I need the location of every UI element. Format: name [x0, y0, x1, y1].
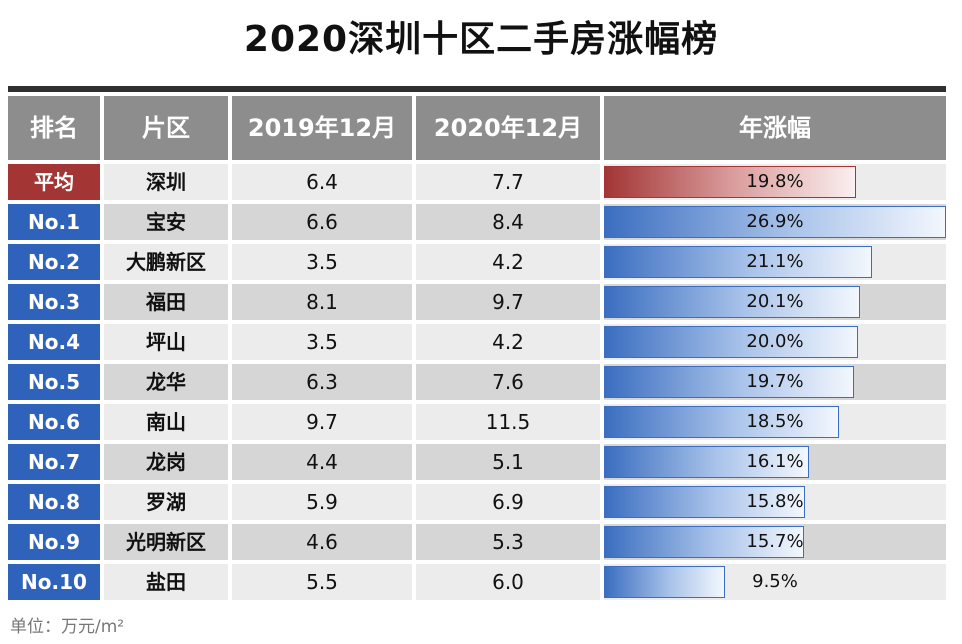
- growth-cell: 20.1%: [604, 284, 946, 320]
- price-2019: 3.5: [232, 244, 412, 280]
- growth-cell: 15.8%: [604, 484, 946, 520]
- growth-label: 26.9%: [746, 211, 804, 232]
- district-name: 宝安: [104, 204, 228, 240]
- price-2019: 6.3: [232, 364, 412, 400]
- header-2020: 2020年12月: [416, 96, 600, 160]
- growth-cell: 16.1%: [604, 444, 946, 480]
- price-2019: 3.5: [232, 324, 412, 360]
- growth-label: 21.1%: [746, 251, 804, 272]
- price-2020: 7.6: [416, 364, 600, 400]
- header-2019: 2019年12月: [232, 96, 412, 160]
- growth-label: 20.0%: [746, 331, 804, 352]
- district-name: 福田: [104, 284, 228, 320]
- growth-label: 15.8%: [746, 491, 804, 512]
- growth-bar: [604, 246, 872, 278]
- district-name: 南山: [104, 404, 228, 440]
- table-row: No.10 盐田 5.5 6.0 9.5%: [8, 564, 946, 600]
- growth-bar: [604, 566, 725, 598]
- growth-cell: 19.7%: [604, 364, 946, 400]
- rank-badge: No.8: [8, 484, 100, 520]
- growth-label: 18.5%: [746, 411, 804, 432]
- price-2019: 4.4: [232, 444, 412, 480]
- growth-bar: [604, 286, 860, 318]
- price-2020: 7.7: [416, 164, 600, 200]
- growth-cell: 9.5%: [604, 564, 946, 600]
- title-divider: [8, 86, 946, 92]
- header-district: 片区: [104, 96, 228, 160]
- growth-bar: [604, 406, 839, 438]
- rank-badge: No.2: [8, 244, 100, 280]
- growth-cell: 15.7%: [604, 524, 946, 560]
- price-2019: 6.4: [232, 164, 412, 200]
- growth-label: 15.7%: [746, 531, 804, 552]
- price-2019: 8.1: [232, 284, 412, 320]
- growth-bar: [604, 486, 805, 518]
- price-2019: 9.7: [232, 404, 412, 440]
- table-row: No.8 罗湖 5.9 6.9 15.8%: [8, 484, 946, 520]
- growth-bar: [604, 366, 854, 398]
- price-2019: 5.9: [232, 484, 412, 520]
- price-2020: 4.2: [416, 244, 600, 280]
- table-row: No.4 坪山 3.5 4.2 20.0%: [8, 324, 946, 360]
- growth-cell: 19.8%: [604, 164, 946, 200]
- district-name: 大鹏新区: [104, 244, 228, 280]
- header-rank: 排名: [8, 96, 100, 160]
- table-header: 排名 片区 2019年12月 2020年12月 年涨幅: [8, 96, 946, 160]
- growth-bar: [604, 166, 856, 198]
- table-row: No.7 龙岗 4.4 5.1 16.1%: [8, 444, 946, 480]
- table-row-average: 平均 深圳 6.4 7.7 19.8%: [8, 164, 946, 200]
- price-2019: 4.6: [232, 524, 412, 560]
- table-row: No.2 大鹏新区 3.5 4.2 21.1%: [8, 244, 946, 280]
- rank-badge: No.5: [8, 364, 100, 400]
- growth-label: 20.1%: [746, 291, 804, 312]
- rank-badge: No.6: [8, 404, 100, 440]
- district-name: 盐田: [104, 564, 228, 600]
- district-name: 深圳: [104, 164, 228, 200]
- rank-badge: No.10: [8, 564, 100, 600]
- growth-label: 19.8%: [746, 171, 804, 192]
- price-2020: 5.1: [416, 444, 600, 480]
- district-name: 光明新区: [104, 524, 228, 560]
- growth-bar: [604, 206, 946, 238]
- growth-cell: 20.0%: [604, 324, 946, 360]
- district-name: 龙华: [104, 364, 228, 400]
- price-2019: 6.6: [232, 204, 412, 240]
- growth-label: 19.7%: [746, 371, 804, 392]
- price-2020: 4.2: [416, 324, 600, 360]
- rank-badge: No.9: [8, 524, 100, 560]
- growth-cell: 26.9%: [604, 204, 946, 240]
- rank-badge: No.7: [8, 444, 100, 480]
- growth-label: 16.1%: [746, 451, 804, 472]
- rank-badge: 平均: [8, 164, 100, 200]
- header-growth: 年涨幅: [604, 96, 946, 160]
- district-name: 坪山: [104, 324, 228, 360]
- rank-badge: No.1: [8, 204, 100, 240]
- price-2020: 8.4: [416, 204, 600, 240]
- price-2019: 5.5: [232, 564, 412, 600]
- unit-note: 单位：万元/m²: [10, 617, 125, 637]
- growth-bar: [604, 326, 858, 358]
- page-title: 2020深圳十区二手房涨幅榜: [243, 19, 719, 60]
- rank-badge: No.4: [8, 324, 100, 360]
- growth-bar: [604, 446, 809, 478]
- rank-badge: No.3: [8, 284, 100, 320]
- table-row: No.5 龙华 6.3 7.6 19.7%: [8, 364, 946, 400]
- price-2020: 5.3: [416, 524, 600, 560]
- price-2020: 6.0: [416, 564, 600, 600]
- growth-bar: [604, 526, 804, 558]
- price-2020: 6.9: [416, 484, 600, 520]
- table-row: No.1 宝安 6.6 8.4 26.9%: [8, 204, 946, 240]
- price-2020: 9.7: [416, 284, 600, 320]
- growth-cell: 18.5%: [604, 404, 946, 440]
- price-2020: 11.5: [416, 404, 600, 440]
- table-row: No.6 南山 9.7 11.5 18.5%: [8, 404, 946, 440]
- district-name: 罗湖: [104, 484, 228, 520]
- district-name: 龙岗: [104, 444, 228, 480]
- growth-cell: 21.1%: [604, 244, 946, 280]
- table-row: No.9 光明新区 4.6 5.3 15.7%: [8, 524, 946, 560]
- table-row: No.3 福田 8.1 9.7 20.1%: [8, 284, 946, 320]
- growth-label: 9.5%: [752, 571, 798, 592]
